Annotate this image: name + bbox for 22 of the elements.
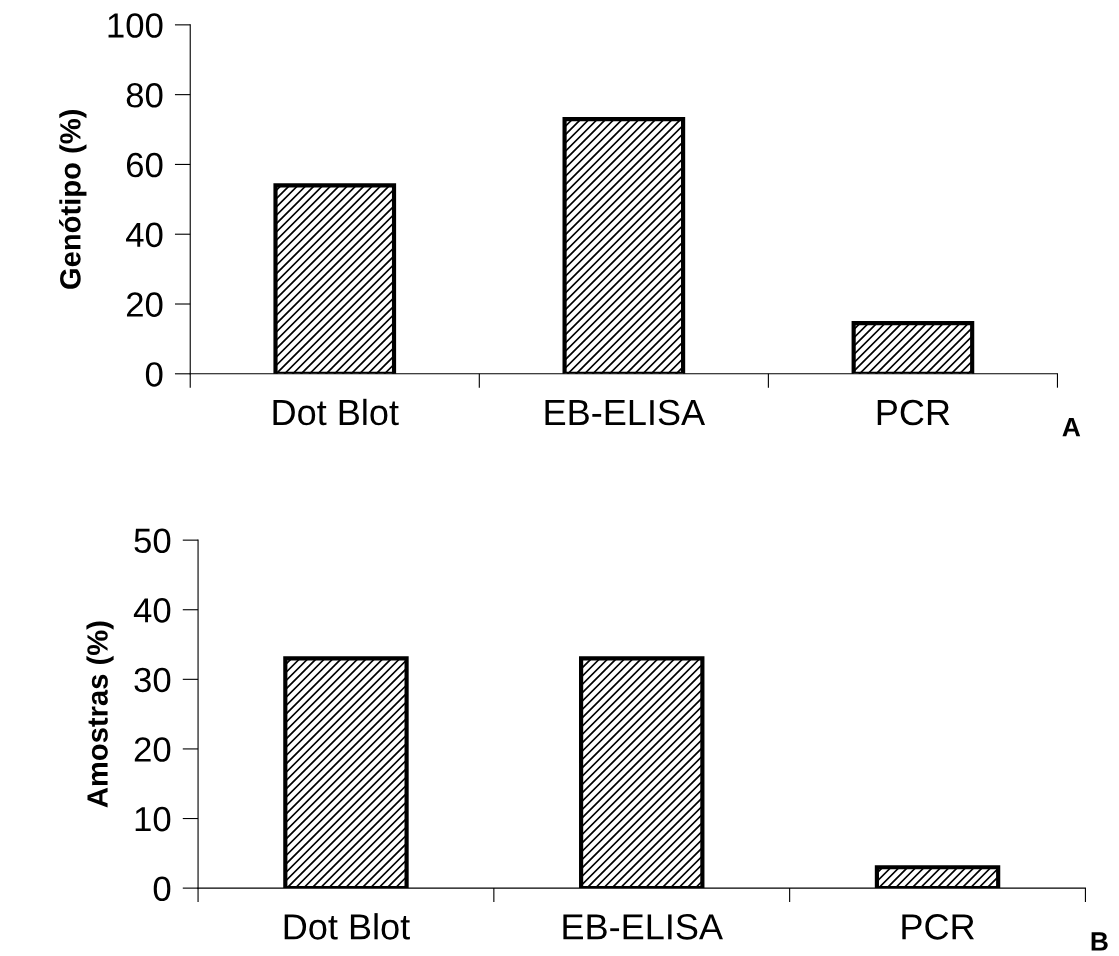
y-tick-label: 20: [134, 737, 171, 762]
y-tick-label: 30: [134, 667, 171, 693]
y-tick-label: 0: [153, 876, 171, 902]
x-tick-label: EB-ELISA: [563, 914, 723, 940]
text: B: [1091, 932, 1108, 951]
x-tick-label: PCR: [877, 399, 950, 426]
y-tick-label: 20: [126, 292, 163, 317]
x-tick-label: PCR: [902, 914, 974, 940]
y-tick-label: 10: [135, 806, 171, 832]
y-tick-label: 40: [126, 222, 163, 248]
y-tick-label: 80: [126, 82, 163, 108]
y-axis-title: Genótipo (%): [59, 110, 87, 289]
y-tick-label: 0: [145, 362, 163, 387]
y-tick-label: 100: [108, 13, 163, 38]
y-axis-title: Amostras (%): [86, 621, 114, 808]
y-tick-label: 60: [126, 152, 163, 178]
x-tick-label: Dot Blot: [284, 913, 410, 940]
x-tick-label: Dot Blot: [273, 398, 399, 426]
text: A: [1062, 418, 1081, 437]
x-tick-label: EB-ELISA: [545, 399, 706, 426]
y-tick-label: 50: [134, 528, 171, 554]
y-tick-label: 40: [133, 598, 171, 623]
